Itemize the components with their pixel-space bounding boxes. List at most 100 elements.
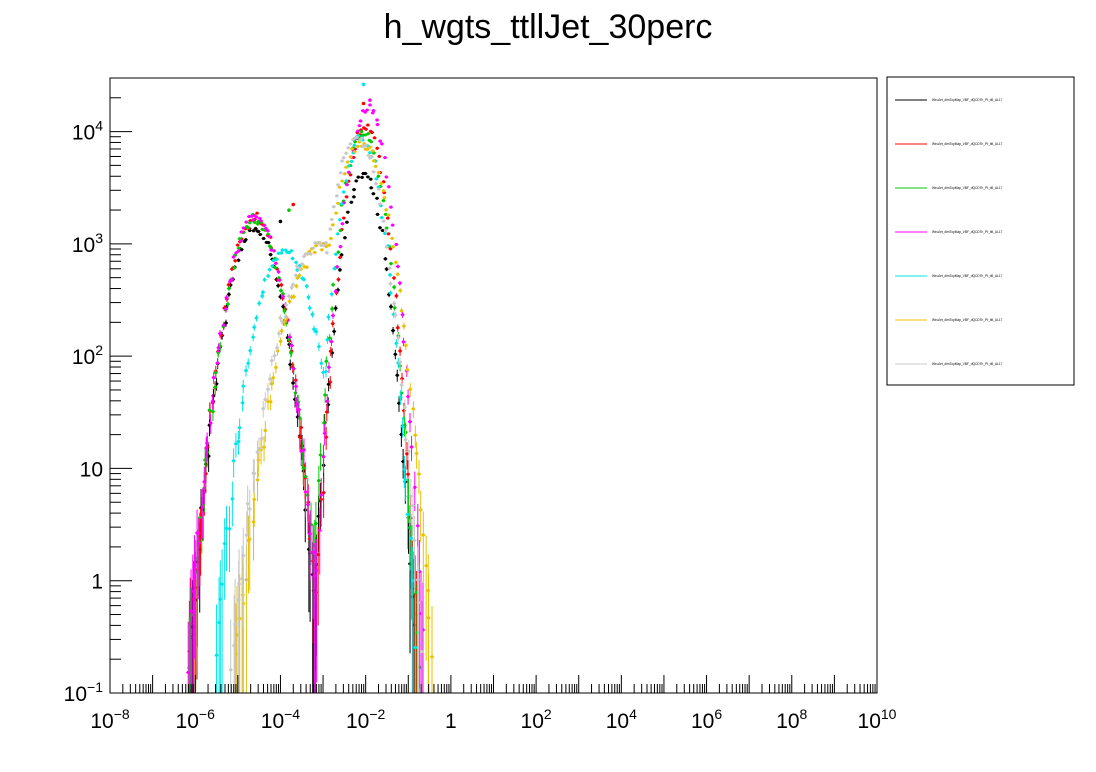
data-point: [360, 136, 364, 140]
data-point: [270, 382, 274, 386]
x-tick-base: 10: [858, 710, 881, 733]
data-point: [398, 395, 402, 399]
data-point: [235, 633, 239, 637]
data-point: [398, 281, 402, 285]
data-point: [328, 380, 332, 384]
data-point: [303, 490, 308, 494]
data-point: [239, 239, 243, 243]
data-point: [281, 294, 285, 299]
data-point: [299, 449, 303, 453]
data-point: [366, 175, 370, 179]
data-point: [336, 183, 340, 187]
legend-label: WeuJet_dimTopMap_VBF_dQCDTh_Pt_ttll_UL17: [932, 230, 1003, 234]
data-point: [379, 181, 383, 185]
data-point: [271, 258, 275, 263]
data-point: [272, 249, 276, 253]
data-point: [382, 219, 386, 223]
data-point: [241, 553, 245, 558]
data-point: [248, 507, 252, 511]
data-point: [284, 315, 288, 319]
data-point: [411, 503, 415, 508]
data-point: [311, 550, 315, 554]
data-point: [227, 292, 231, 297]
data-point: [348, 173, 353, 177]
x-tick-label: 10−6: [176, 706, 216, 733]
data-point: [302, 254, 306, 259]
data-point: [393, 306, 397, 310]
data-point: [387, 213, 391, 217]
data-point: [228, 279, 232, 284]
data-point: [398, 349, 402, 353]
data-point: [383, 257, 387, 261]
data-point: [309, 252, 313, 256]
data-point: [381, 228, 385, 233]
data-point: [274, 365, 278, 370]
data-point: [376, 174, 380, 178]
spike-point: [368, 98, 372, 102]
data-point: [330, 292, 334, 296]
data-point: [287, 294, 291, 298]
data-point: [244, 220, 248, 224]
data-point: [340, 179, 344, 183]
data-point: [261, 290, 265, 294]
data-point: [338, 268, 342, 272]
data-point: [268, 244, 272, 248]
data-point: [241, 401, 245, 405]
data-point: [398, 360, 402, 364]
data-point: [241, 226, 246, 230]
data-point: [409, 536, 413, 540]
data-point: [311, 246, 315, 250]
data-point: [271, 376, 275, 380]
data-point: [327, 243, 331, 247]
data-point: [220, 582, 224, 586]
data-point: [342, 190, 346, 194]
data-point: [386, 216, 390, 220]
data-point: [369, 140, 373, 144]
data-point: [420, 649, 424, 654]
data-point: [218, 597, 222, 601]
data-point: [368, 103, 372, 107]
data-point: [318, 528, 322, 532]
data-point: [230, 497, 234, 501]
data-point: [405, 452, 409, 456]
data-point: [289, 249, 294, 253]
data-point: [394, 341, 398, 345]
data-point: [256, 229, 261, 234]
legend-label: WeuJet_dimTopMap_VBF_dQCDTh_Pt_ttll_UL17: [932, 318, 1003, 322]
data-point: [402, 324, 406, 328]
data-point: [353, 150, 357, 154]
data-point: [251, 218, 255, 222]
data-point: [371, 149, 375, 153]
data-point: [278, 295, 282, 299]
data-point: [359, 130, 364, 134]
data-point: [233, 622, 237, 626]
data-point: [327, 382, 331, 386]
data-point: [237, 246, 241, 250]
data-point: [322, 490, 326, 495]
data-point: [384, 212, 388, 216]
data-point: [308, 532, 312, 536]
data-point: [268, 377, 272, 381]
data-point: [369, 177, 373, 181]
data-point: [268, 268, 272, 272]
data-point: [305, 265, 309, 269]
data-point: [312, 327, 316, 331]
data-point: [227, 527, 232, 531]
data-point: [352, 155, 356, 160]
data-point: [416, 524, 420, 528]
data-point: [396, 336, 400, 340]
data-point: [256, 222, 260, 226]
y-tick-base: 10: [64, 683, 87, 706]
data-point: [331, 313, 335, 318]
data-point: [382, 196, 387, 200]
data-point: [368, 151, 372, 155]
data-point: [313, 574, 317, 578]
data-point: [375, 118, 379, 122]
data-point: [325, 399, 329, 403]
data-point: [212, 376, 216, 380]
data-point: [417, 472, 421, 476]
x-tick-exponent: 2: [544, 706, 552, 722]
data-point: [255, 478, 260, 482]
data-point: [280, 320, 284, 324]
